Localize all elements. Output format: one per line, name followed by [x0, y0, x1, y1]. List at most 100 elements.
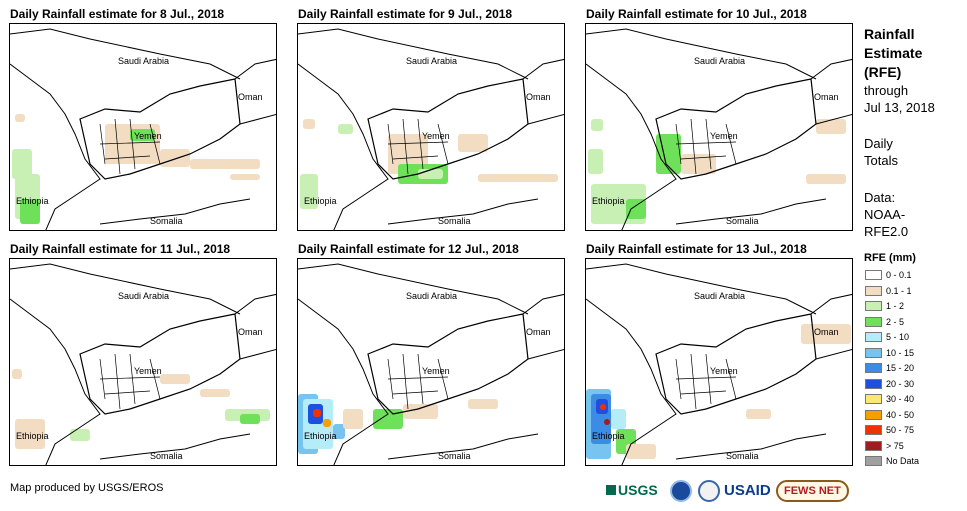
legend-label: 40 - 50	[886, 409, 915, 420]
oman-border	[522, 58, 564, 125]
noaa-logo	[670, 480, 692, 502]
rainfall-area	[478, 174, 558, 182]
somalia-coast	[387, 198, 539, 225]
label-ethiopia: Ethiopia	[592, 431, 625, 441]
rainfall-area	[20, 199, 40, 224]
seal-logo	[698, 480, 720, 502]
label-somalia: Somalia	[726, 216, 759, 226]
somalia-coast	[675, 433, 827, 460]
governorate-boundary	[705, 118, 712, 170]
governorate-boundary	[387, 141, 449, 145]
governorate-boundary	[402, 353, 409, 410]
rainfall-area	[230, 174, 260, 180]
rainfall-area	[12, 149, 32, 179]
legend-label: > 75	[886, 440, 904, 451]
usaid-logo: USAID	[724, 482, 771, 499]
rainfall-area	[70, 429, 90, 441]
label-oman: Oman	[526, 92, 551, 102]
map-canvas	[298, 28, 564, 230]
legend-item: 5 - 10	[865, 330, 909, 344]
yemen-outline	[79, 78, 241, 180]
legend-label: 2 - 5	[886, 316, 905, 327]
legend-swatch	[865, 394, 882, 404]
rainfall-area	[323, 419, 331, 427]
rainfall-map-6: Saudi Arabia Oman Yemen Ethiopia Somalia	[585, 258, 853, 466]
somalia-coast	[387, 433, 539, 460]
legend-item: 2 - 5	[865, 315, 904, 329]
oman-border	[234, 58, 276, 125]
oman-border	[522, 293, 564, 360]
rainfall-area	[681, 154, 716, 174]
rainfall-area	[816, 119, 846, 134]
rainfall-map-2: Saudi Arabia Oman Yemen Ethiopia Somalia	[297, 23, 565, 231]
legend-item: 10 - 15	[865, 346, 914, 360]
rainfall-area	[806, 174, 846, 184]
rainfall-area	[656, 134, 681, 174]
label-oman: Oman	[526, 327, 551, 337]
data-line-3: RFE2.0	[864, 224, 909, 239]
yemen-outline	[367, 313, 529, 415]
legend-label: 50 - 75	[886, 425, 915, 435]
rainfall-area	[160, 374, 190, 384]
oman-border	[234, 293, 276, 360]
legend-label: 5 - 10	[886, 332, 910, 342]
legend-label: 1 - 2	[886, 301, 905, 311]
usgs-text: USGS	[618, 482, 658, 498]
legend-swatch	[865, 316, 882, 327]
panel-4-title: Daily Rainfall estimate for 11 Jul., 201…	[10, 242, 231, 256]
label-saudi-arabia: Saudi Arabia	[694, 291, 746, 301]
legend-item: 50 - 75	[865, 423, 914, 437]
rainfall-area	[458, 134, 488, 152]
legend-title: RFE (mm)	[864, 252, 916, 264]
label-saudi-arabia: Saudi Arabia	[406, 291, 458, 301]
saudi-border	[298, 263, 529, 315]
rainfall-area	[588, 149, 603, 174]
governorate-boundary	[149, 123, 161, 165]
label-ethiopia: Ethiopia	[304, 431, 337, 441]
legend-swatch	[865, 378, 882, 389]
saudi-border	[298, 28, 529, 80]
rainfall-area	[746, 409, 771, 419]
label-yemen: Yemen	[134, 366, 162, 376]
rainfall-area	[200, 389, 230, 397]
data-line-2: NOAA-	[864, 207, 906, 222]
governorate-boundary	[675, 376, 737, 380]
daily-line-2: Totals	[864, 153, 898, 168]
governorate-boundary	[437, 358, 449, 400]
somalia-coast	[99, 433, 251, 460]
governorate-boundary	[392, 390, 439, 395]
somalia-coast	[99, 198, 251, 225]
governorate-boundary	[417, 118, 424, 170]
legend-item: 1 - 2	[865, 299, 904, 313]
rainfall-area	[600, 404, 606, 410]
governorate-boundary	[114, 353, 121, 410]
legend-label: 30 - 40	[886, 394, 915, 404]
rainfall-area	[418, 169, 443, 179]
legend-swatch	[865, 301, 882, 311]
legend-swatch	[865, 440, 882, 451]
governorate-boundary	[392, 155, 439, 160]
coastline	[586, 298, 677, 465]
governorate-boundary	[705, 353, 712, 405]
label-yemen: Yemen	[710, 131, 738, 141]
rainfall-area	[611, 409, 626, 429]
label-somalia: Somalia	[438, 451, 471, 461]
legend-label: 20 - 30	[886, 378, 915, 389]
map-canvas	[10, 263, 276, 465]
usgs-logo: USGS	[606, 482, 658, 498]
saudi-border	[10, 263, 241, 315]
rainfall-map-1: Saudi Arabia Oman Yemen Ethiopia Somalia	[9, 23, 277, 231]
label-ethiopia: Ethiopia	[16, 196, 49, 206]
legend-item: > 75	[865, 439, 904, 453]
legend-swatch	[865, 270, 882, 280]
heading-line-3: (RFE)	[864, 64, 902, 80]
map-credit: Map produced by USGS/EROS	[10, 482, 164, 494]
rainfall-area	[373, 409, 403, 429]
legend-item: 40 - 50	[865, 408, 914, 422]
rainfall-area	[333, 424, 345, 439]
label-somalia: Somalia	[150, 451, 183, 461]
coastline	[10, 63, 101, 230]
rainfall-area	[313, 409, 321, 417]
governorate-boundary	[129, 118, 136, 170]
label-somalia: Somalia	[438, 216, 471, 226]
